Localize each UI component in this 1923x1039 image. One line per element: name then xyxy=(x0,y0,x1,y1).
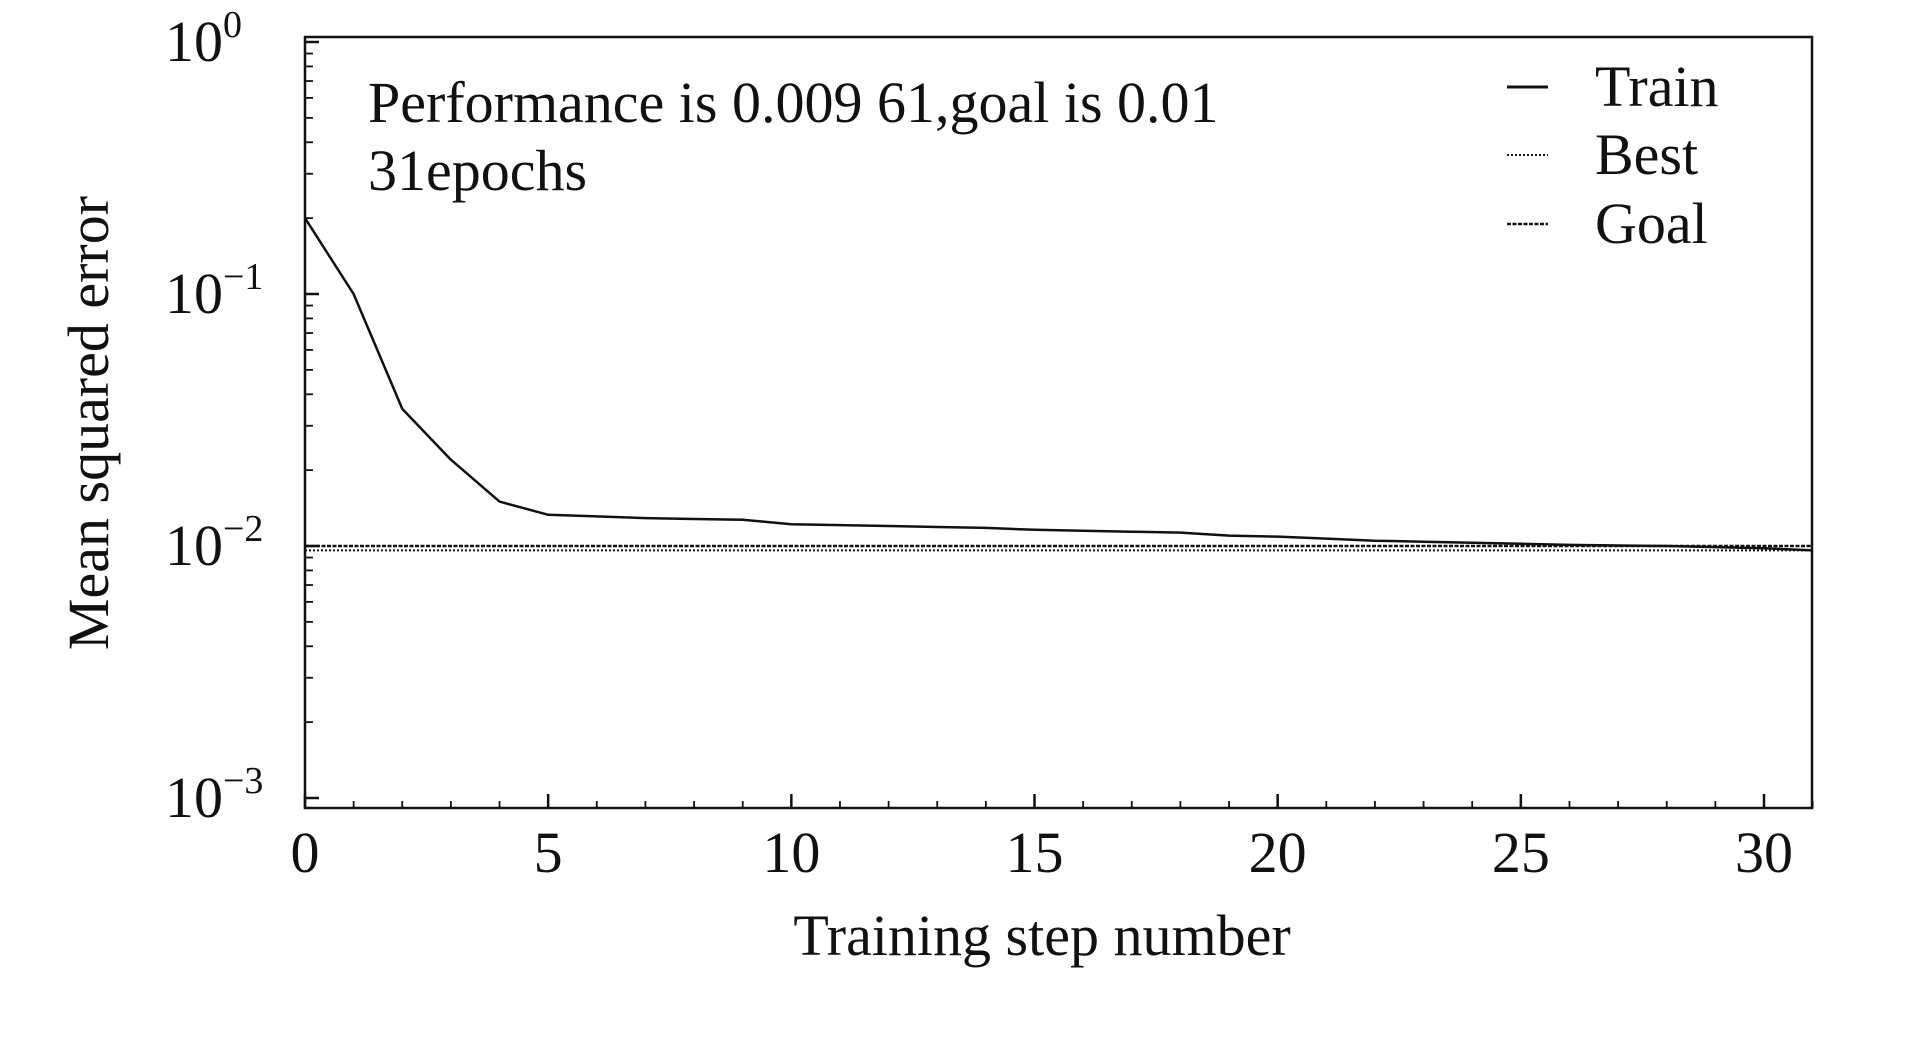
y-axis-label: Mean squared error xyxy=(56,196,121,650)
y-tick-label: 10−1 xyxy=(165,256,263,326)
x-tick-label: 0 xyxy=(291,820,320,885)
legend-goal-label: Goal xyxy=(1595,191,1708,256)
legend: Train Best Goal xyxy=(1507,54,1719,256)
y-tick-label: 10−2 xyxy=(165,508,263,578)
x-tick-label: 25 xyxy=(1492,820,1550,885)
legend-train-label: Train xyxy=(1595,54,1719,119)
annotation-performance: Performance is 0.009 61,goal is 0.01 xyxy=(368,70,1219,135)
plot-frame xyxy=(303,35,1814,810)
y-axis-ticks: 100 10−1 10−2 10−3 xyxy=(165,4,319,830)
series-line-train xyxy=(303,217,1813,552)
y-tick-label: 100 xyxy=(165,4,242,74)
legend-best-label: Best xyxy=(1595,122,1698,187)
x-tick-label: 20 xyxy=(1249,820,1307,885)
x-tick-label: 30 xyxy=(1735,820,1793,885)
x-tick-label: 10 xyxy=(762,820,820,885)
y-tick-label: 10−3 xyxy=(165,760,263,830)
x-tick-label: 15 xyxy=(1006,820,1064,885)
series-layer xyxy=(303,217,1813,552)
x-axis-label: Training step number xyxy=(793,903,1290,968)
x-tick-label: 5 xyxy=(534,820,563,885)
annotation-epochs: 31epochs xyxy=(368,138,587,203)
x-axis-ticks: 0 5 10 15 20 25 30 xyxy=(291,794,1814,885)
